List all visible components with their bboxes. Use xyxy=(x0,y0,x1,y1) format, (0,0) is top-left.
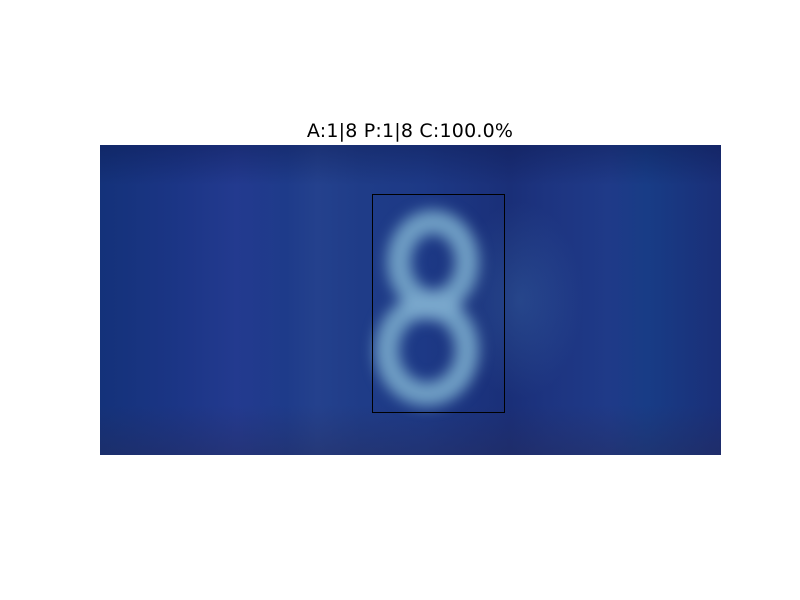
photo-shade-bottom xyxy=(100,405,721,455)
digit-eight-glyph xyxy=(375,210,479,406)
figure-title: A:1|8 P:1|8 C:100.0% xyxy=(306,120,514,142)
digit-photo xyxy=(100,145,721,455)
photo-shade-top xyxy=(100,145,721,185)
bounding-box xyxy=(372,194,505,413)
